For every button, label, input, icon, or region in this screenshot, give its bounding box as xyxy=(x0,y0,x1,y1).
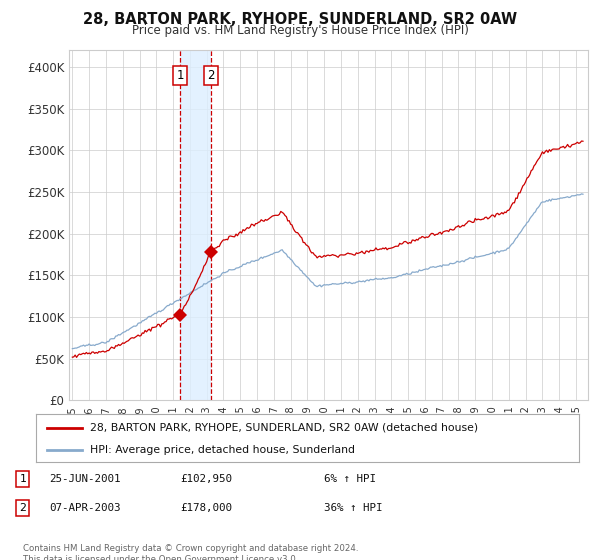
Text: 28, BARTON PARK, RYHOPE, SUNDERLAND, SR2 0AW: 28, BARTON PARK, RYHOPE, SUNDERLAND, SR2… xyxy=(83,12,517,27)
Text: Contains HM Land Registry data © Crown copyright and database right 2024.
This d: Contains HM Land Registry data © Crown c… xyxy=(23,544,358,560)
Text: HPI: Average price, detached house, Sunderland: HPI: Average price, detached house, Sund… xyxy=(91,445,355,455)
Text: Price paid vs. HM Land Registry's House Price Index (HPI): Price paid vs. HM Land Registry's House … xyxy=(131,24,469,37)
Text: 1: 1 xyxy=(176,69,184,82)
Text: 07-APR-2003: 07-APR-2003 xyxy=(49,503,121,513)
Text: £102,950: £102,950 xyxy=(180,474,232,484)
Text: 6% ↑ HPI: 6% ↑ HPI xyxy=(324,474,376,484)
Text: 2: 2 xyxy=(19,503,26,513)
Text: 28, BARTON PARK, RYHOPE, SUNDERLAND, SR2 0AW (detached house): 28, BARTON PARK, RYHOPE, SUNDERLAND, SR2… xyxy=(91,423,478,433)
Bar xyxy=(180,50,211,400)
Text: 25-JUN-2001: 25-JUN-2001 xyxy=(49,474,121,484)
Text: 2: 2 xyxy=(207,69,215,82)
Text: 1: 1 xyxy=(19,474,26,484)
Text: 36% ↑ HPI: 36% ↑ HPI xyxy=(324,503,383,513)
Text: £178,000: £178,000 xyxy=(180,503,232,513)
